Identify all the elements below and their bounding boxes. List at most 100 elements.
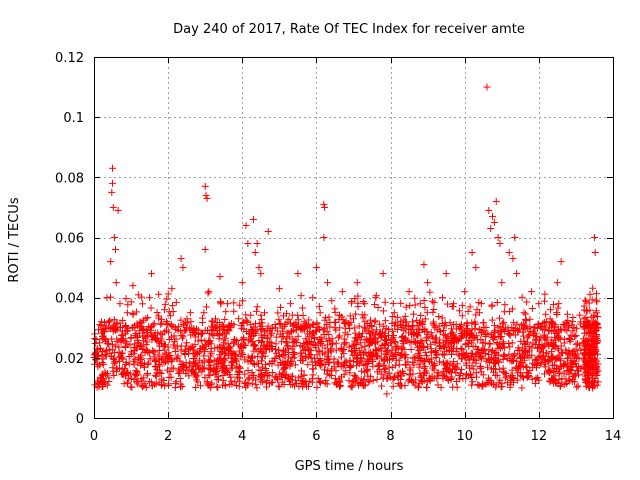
data-point: [187, 367, 195, 375]
data-point: [391, 322, 399, 330]
data-point: [565, 370, 573, 378]
data-point: [565, 324, 573, 332]
data-point: [496, 376, 504, 384]
data-point: [202, 303, 210, 311]
data-point: [230, 299, 238, 307]
data-point: [361, 300, 369, 308]
data-point: [499, 320, 507, 328]
data-point: [287, 319, 295, 327]
data-point: [105, 318, 113, 326]
data-point: [134, 291, 142, 299]
data-point: [170, 332, 178, 340]
data-point: [190, 360, 198, 368]
data-point: [513, 320, 521, 328]
data-point: [377, 333, 385, 341]
data-point: [192, 325, 200, 333]
data-point: [110, 234, 118, 241]
data-point: [418, 338, 426, 346]
data-point: [352, 310, 360, 318]
data-point: [442, 334, 450, 342]
chart-title: Day 240 of 2017, Rate Of TEC Index for r…: [173, 22, 525, 37]
data-point: [222, 349, 230, 357]
data-point: [137, 362, 145, 370]
data-point: [534, 353, 542, 361]
data-point: [514, 346, 522, 354]
data-point: [205, 288, 213, 296]
data-point: [369, 328, 377, 336]
data-point: [190, 346, 198, 354]
data-point: [179, 264, 187, 272]
data-point: [161, 346, 169, 354]
data-point: [434, 381, 442, 389]
data-point: [276, 320, 284, 328]
data-point: [357, 375, 365, 383]
data-point: [319, 326, 327, 334]
data-point: [417, 311, 425, 319]
data-point: [485, 206, 493, 214]
data-point: [440, 351, 448, 359]
data-point: [258, 337, 266, 345]
data-point: [558, 375, 566, 383]
y-tick-label: 0.1: [63, 111, 84, 126]
data-point: [420, 343, 428, 351]
data-point: [297, 292, 305, 300]
data-point: [189, 361, 197, 369]
data-point: [122, 361, 130, 369]
data-point: [112, 358, 120, 366]
data-point: [410, 310, 418, 318]
data-point: [427, 329, 435, 337]
data-point: [145, 323, 153, 331]
data-point: [172, 380, 180, 388]
data-point: [436, 341, 444, 349]
data-point: [224, 344, 232, 352]
data-point: [257, 270, 265, 278]
data-point: [449, 362, 457, 370]
data-point: [242, 311, 250, 319]
data-point: [216, 330, 224, 338]
data-point: [205, 337, 213, 345]
data-point: [490, 218, 498, 226]
data-point: [153, 369, 161, 377]
data-point: [575, 371, 583, 379]
data-point: [496, 240, 504, 248]
data-point: [480, 319, 488, 327]
data-point: [446, 339, 454, 347]
x-tick-label: 0: [90, 429, 98, 444]
data-point: [268, 369, 276, 377]
data-point: [307, 338, 315, 346]
data-point: [157, 381, 165, 389]
data-point: [176, 375, 184, 383]
data-point: [421, 315, 429, 323]
data-point: [277, 320, 285, 328]
data-point: [355, 322, 363, 330]
data-point: [265, 338, 273, 346]
data-point: [402, 360, 410, 368]
data-point: [522, 317, 530, 325]
data-point: [450, 321, 458, 329]
data-point: [420, 376, 428, 384]
data-point: [286, 380, 294, 388]
data-point: [438, 350, 446, 358]
data-point: [338, 288, 346, 296]
data-point: [109, 164, 117, 172]
data-point: [248, 380, 256, 388]
data-point: [385, 363, 393, 371]
data-point: [542, 310, 550, 318]
data-point: [181, 349, 189, 357]
data-point: [592, 290, 600, 298]
data-point: [358, 329, 366, 337]
data-point: [269, 324, 277, 332]
data-point: [516, 363, 524, 371]
data-point: [324, 352, 332, 360]
data-point: [154, 351, 162, 359]
data-point: [255, 264, 263, 272]
data-point: [500, 308, 508, 316]
data-point: [127, 298, 135, 306]
data-point: [467, 349, 475, 357]
data-point: [493, 371, 501, 379]
data-point: [423, 336, 431, 344]
data-point: [429, 308, 437, 316]
data-point: [469, 334, 477, 342]
data-point: [450, 344, 458, 352]
data-point: [112, 246, 120, 254]
